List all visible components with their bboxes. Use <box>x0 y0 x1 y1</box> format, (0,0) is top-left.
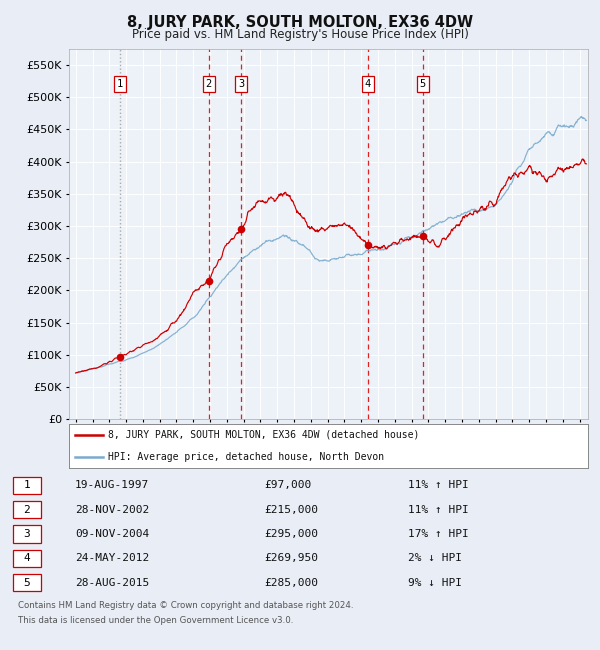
Text: 8, JURY PARK, SOUTH MOLTON, EX36 4DW: 8, JURY PARK, SOUTH MOLTON, EX36 4DW <box>127 15 473 30</box>
FancyBboxPatch shape <box>13 501 41 519</box>
Text: 1: 1 <box>117 79 123 89</box>
Text: 09-NOV-2004: 09-NOV-2004 <box>75 529 149 539</box>
Text: This data is licensed under the Open Government Licence v3.0.: This data is licensed under the Open Gov… <box>18 616 293 625</box>
Text: 24-MAY-2012: 24-MAY-2012 <box>75 553 149 564</box>
Text: HPI: Average price, detached house, North Devon: HPI: Average price, detached house, Nort… <box>108 452 384 462</box>
Text: 2% ↓ HPI: 2% ↓ HPI <box>408 553 462 564</box>
Text: 8, JURY PARK, SOUTH MOLTON, EX36 4DW (detached house): 8, JURY PARK, SOUTH MOLTON, EX36 4DW (de… <box>108 430 419 440</box>
Text: 17% ↑ HPI: 17% ↑ HPI <box>408 529 469 539</box>
Text: 2: 2 <box>23 504 31 515</box>
Text: 4: 4 <box>23 553 31 564</box>
Text: 5: 5 <box>23 578 31 588</box>
FancyBboxPatch shape <box>13 476 41 494</box>
Text: £269,950: £269,950 <box>264 553 318 564</box>
Text: 1: 1 <box>23 480 31 490</box>
Text: 28-AUG-2015: 28-AUG-2015 <box>75 578 149 588</box>
Text: £295,000: £295,000 <box>264 529 318 539</box>
Text: 9% ↓ HPI: 9% ↓ HPI <box>408 578 462 588</box>
FancyBboxPatch shape <box>13 574 41 592</box>
Text: £285,000: £285,000 <box>264 578 318 588</box>
Text: 3: 3 <box>238 79 244 89</box>
Text: 19-AUG-1997: 19-AUG-1997 <box>75 480 149 490</box>
Text: 28-NOV-2002: 28-NOV-2002 <box>75 504 149 515</box>
Text: 4: 4 <box>365 79 371 89</box>
FancyBboxPatch shape <box>13 525 41 543</box>
Text: £215,000: £215,000 <box>264 504 318 515</box>
Text: £97,000: £97,000 <box>264 480 311 490</box>
Text: 2: 2 <box>205 79 212 89</box>
Text: 5: 5 <box>419 79 426 89</box>
Text: 11% ↑ HPI: 11% ↑ HPI <box>408 504 469 515</box>
Text: Price paid vs. HM Land Registry's House Price Index (HPI): Price paid vs. HM Land Registry's House … <box>131 28 469 41</box>
Text: 11% ↑ HPI: 11% ↑ HPI <box>408 480 469 490</box>
Text: 3: 3 <box>23 529 31 539</box>
FancyBboxPatch shape <box>13 549 41 567</box>
Text: Contains HM Land Registry data © Crown copyright and database right 2024.: Contains HM Land Registry data © Crown c… <box>18 601 353 610</box>
